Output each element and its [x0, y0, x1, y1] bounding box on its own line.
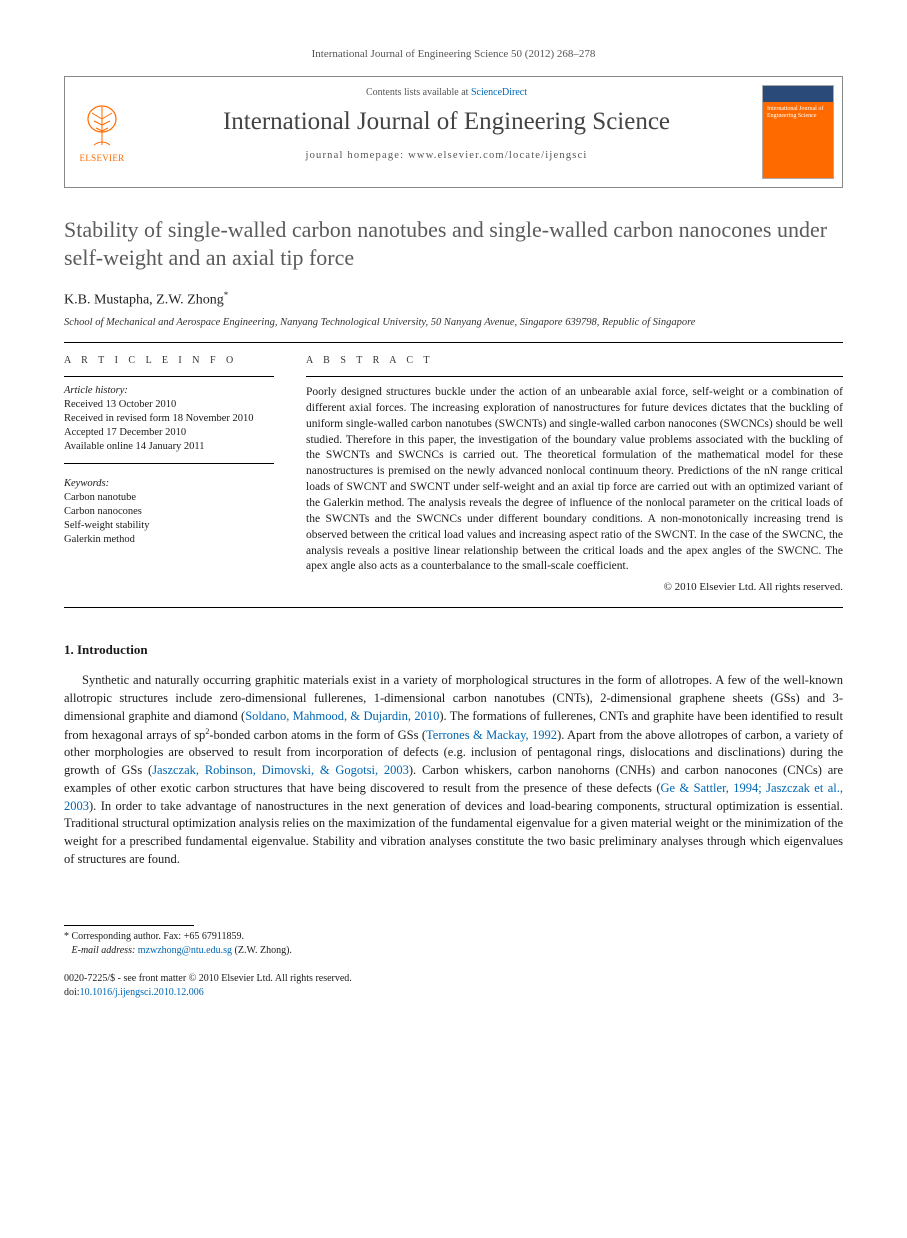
doi-link[interactable]: 10.1016/j.ijengsci.2010.12.006 — [80, 987, 204, 998]
divider — [64, 607, 843, 608]
article-title: Stability of single-walled carbon nanotu… — [64, 216, 843, 272]
abstract-copyright: © 2010 Elsevier Ltd. All rights reserved… — [306, 581, 843, 593]
email-link[interactable]: mzwzhong@ntu.edu.sg — [138, 945, 232, 956]
keywords-label: Keywords: — [64, 478, 274, 489]
affiliation: School of Mechanical and Aerospace Engin… — [64, 317, 843, 328]
keyword: Self-weight stability — [64, 519, 274, 533]
contents-available-line: Contents lists available at ScienceDirec… — [366, 87, 527, 98]
footnote-corr: Corresponding author. Fax: +65 67911859. — [69, 931, 244, 942]
issn-line: 0020-7225/$ - see front matter © 2010 El… — [64, 973, 352, 984]
abstract-text: Poorly designed structures buckle under … — [306, 385, 843, 575]
divider — [64, 463, 274, 464]
elsevier-tree-icon — [78, 101, 126, 149]
journal-cover-thumb: International Journal of Engineering Sci… — [762, 85, 834, 179]
article-history-label: Article history: — [64, 385, 274, 396]
authors-text: K.B. Mustapha, Z.W. Zhong — [64, 293, 224, 308]
contents-prefix: Contents lists available at — [366, 87, 471, 98]
abstract-column: A B S T R A C T Poorly designed structur… — [306, 355, 843, 593]
journal-title: International Journal of Engineering Sci… — [223, 108, 670, 136]
article-info-head: A R T I C L E I N F O — [64, 355, 274, 366]
history-accepted: Accepted 17 December 2010 — [64, 426, 274, 440]
section-1-head: 1. Introduction — [64, 642, 843, 658]
email-label: E-mail address: — [72, 945, 138, 956]
sciencedirect-link[interactable]: ScienceDirect — [471, 87, 527, 98]
footnote-separator — [64, 925, 194, 926]
keyword: Carbon nanotube — [64, 491, 274, 505]
citation-link[interactable]: Terrones & Mackay, 1992 — [426, 728, 557, 742]
journal-header-box: ELSEVIER Contents lists available at Sci… — [64, 76, 843, 188]
history-revised: Received in revised form 18 November 201… — [64, 412, 274, 426]
abstract-head: A B S T R A C T — [306, 355, 843, 366]
keyword: Galerkin method — [64, 533, 274, 547]
article-info-column: A R T I C L E I N F O Article history: R… — [64, 355, 274, 593]
corresponding-footnote: * Corresponding author. Fax: +65 6791185… — [64, 930, 843, 958]
doi-label: doi: — [64, 987, 80, 998]
keyword: Carbon nanocones — [64, 505, 274, 519]
email-attribution: (Z.W. Zhong). — [232, 945, 292, 956]
intro-paragraph: Synthetic and naturally occurring graphi… — [64, 672, 843, 868]
journal-homepage-line: journal homepage: www.elsevier.com/locat… — [305, 150, 587, 161]
corresponding-marker: * — [224, 290, 229, 300]
header-center: Contents lists available at ScienceDirec… — [139, 77, 754, 187]
cover-thumb-label: International Journal of Engineering Sci… — [763, 102, 833, 124]
journal-reference: International Journal of Engineering Sci… — [64, 48, 843, 60]
citation-link[interactable]: Soldano, Mahmood, & Dujardin, 2010 — [245, 709, 439, 723]
elsevier-logo-block: ELSEVIER — [65, 77, 139, 187]
intro-seg-3: -bonded carbon atoms in the form of GSs … — [209, 728, 426, 742]
article-info-abstract-row: A R T I C L E I N F O Article history: R… — [64, 343, 843, 607]
history-online: Available online 14 January 2011 — [64, 440, 274, 454]
homepage-url: www.elsevier.com/locate/ijengsci — [408, 150, 587, 161]
homepage-prefix: journal homepage: — [305, 150, 408, 161]
elsevier-label: ELSEVIER — [80, 153, 125, 163]
bottom-publication-meta: 0020-7225/$ - see front matter © 2010 El… — [64, 972, 843, 1000]
intro-seg-6: ). In order to take advantage of nanostr… — [64, 799, 843, 866]
citation-link[interactable]: Jaszczak, Robinson, Dimovski, & Gogotsi,… — [152, 763, 409, 777]
author-list: K.B. Mustapha, Z.W. Zhong* — [64, 290, 843, 309]
history-received: Received 13 October 2010 — [64, 398, 274, 412]
